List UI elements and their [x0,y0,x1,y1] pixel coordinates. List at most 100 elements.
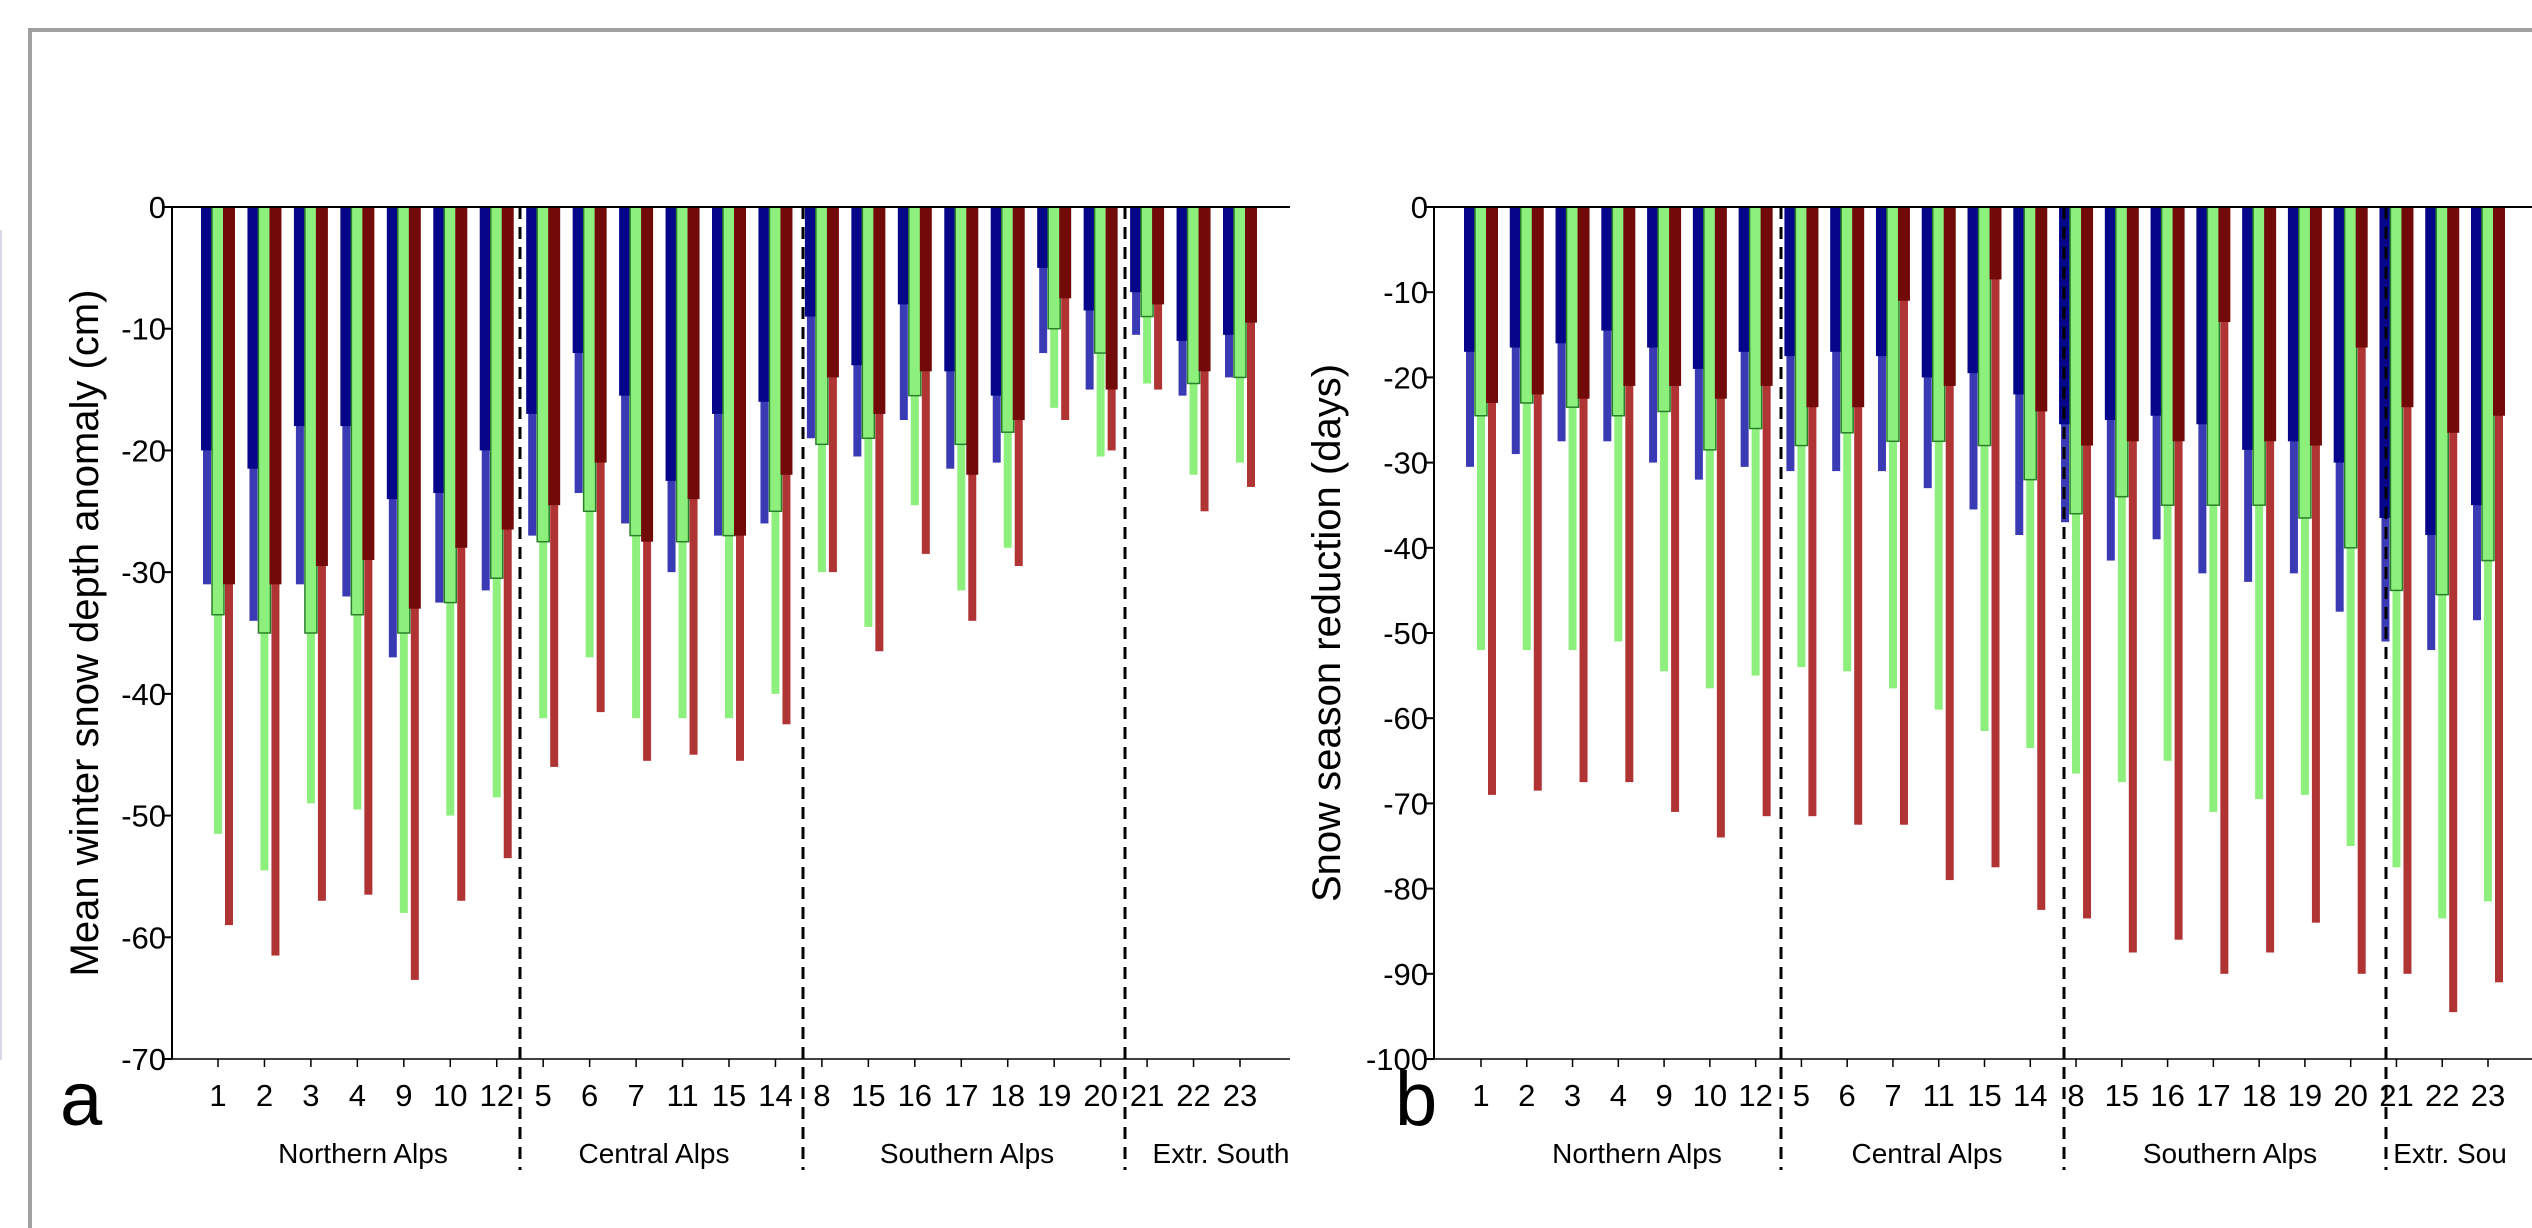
bar-series-6-cat-6 [457,207,466,901]
x-tick-label: 7 [627,1078,644,1113]
bar-series-5-cat-4 [1623,207,1636,386]
bar-series-3-cat-12 [722,206,736,537]
x-tick-label: 16 [898,1078,932,1113]
x-tick-label: 20 [2333,1078,2367,1113]
region-label: Southern Alps [880,1138,1054,1169]
bar-series-5-cat-1 [223,207,235,585]
bar-series-5-cat-9 [1852,207,1865,408]
bar-series-3-cat-8 [536,206,550,543]
bar-series-5-cat-5 [1669,207,1682,386]
bar-series-5-cat-15 [2126,207,2139,442]
bar-series-5-cat-11 [687,207,700,500]
bar-series-1-cat-19 [2287,207,2300,442]
x-tick-label: 23 [2471,1078,2505,1113]
bar-series-6-cat-17 [2220,207,2229,974]
bar-series-3-cat-9 [1840,206,1854,434]
bar-series-5-cat-22 [1198,207,1211,372]
bar-series-5-cat-17 [2218,207,2231,323]
bar-series-6-cat-16 [2174,207,2183,940]
x-tick-label: 17 [944,1078,978,1113]
bar-series-1-cat-14 [804,207,817,317]
y-tick-label: -60 [121,920,166,955]
bar-series-5-cat-11 [1943,207,1956,386]
bar-series-1-cat-13 [2013,207,2026,395]
x-tick-label: 19 [2288,1078,2322,1113]
bar-series-3-cat-22 [2435,206,2449,596]
x-tick-label: 11 [1923,1078,1955,1113]
bar-series-4-cat-3 [1568,207,1577,651]
bar-series-1-cat-15 [2104,207,2117,420]
bar-series-1-cat-20 [2333,207,2346,463]
bar-series-3-cat-11 [1931,206,1946,443]
bar-series-6-cat-2 [1533,207,1542,791]
bar-series-5-cat-16 [919,207,932,372]
bar-series-3-cat-21 [1140,206,1154,318]
bar-series-3-cat-18 [1000,206,1015,433]
bar-series-3-cat-10 [1886,206,1900,443]
y-tick-label: -50 [1383,616,1428,651]
y-tick-label: -10 [1383,275,1428,310]
x-tick-label: 1 [209,1078,226,1113]
x-tick-label: 19 [1037,1078,1071,1113]
bar-series-3-cat-14 [815,206,829,446]
bar-series-3-cat-10 [629,206,643,537]
y-tick-label: -80 [1383,872,1428,907]
y-tick-label: -100 [1366,1042,1428,1077]
x-tick-label: 8 [2067,1078,2084,1113]
bar-series-5-cat-6 [1714,207,1727,399]
bar-series-1-cat-7 [479,207,492,451]
bar-series-6-cat-10 [1899,207,1908,825]
edge-artifact [0,230,2,1060]
bar-series-3-cat-18 [2252,206,2266,506]
bar-series-5-cat-12 [734,207,746,536]
bar-series-3-cat-16 [2160,206,2175,506]
bar-series-5-cat-8 [548,207,561,506]
bar-series-3-cat-2 [1520,206,1534,404]
x-tick-label: 10 [433,1078,467,1113]
x-tick-label: 12 [1738,1078,1772,1113]
bar-series-5-cat-7 [501,207,514,530]
bar-series-1-cat-3 [1555,207,1568,344]
bar-series-3-cat-12 [1977,206,1992,447]
bar-series-1-cat-22 [2425,207,2438,536]
bar-series-1-cat-21 [2379,207,2392,518]
bar-series-5-cat-8 [1806,207,1819,408]
bar-series-6-cat-21 [2403,207,2412,974]
bar-series-6-cat-15 [875,207,884,652]
bar-series-1-cat-8 [526,207,539,414]
bar-series-5-cat-7 [1760,207,1773,386]
y-tick-label: -40 [1383,531,1428,566]
bar-series-6-cat-19 [1061,207,1070,420]
panel-letter: b [1395,1057,1437,1142]
y-tick-label: -90 [1383,957,1428,992]
bar-series-3-cat-23 [1233,206,1247,379]
bar-series-1-cat-2 [247,207,260,469]
x-tick-label: 18 [990,1078,1024,1113]
bar-series-1-cat-5 [386,207,399,500]
bar-series-5-cat-14 [2081,207,2094,446]
bar-series-6-cat-23 [2495,207,2503,983]
y-tick-label: -10 [121,312,166,347]
bar-series-6-cat-4 [1625,207,1634,783]
y-tick-label: -30 [1383,446,1428,481]
figure-frame [28,28,2532,1228]
bar-series-1-cat-3 [293,207,306,427]
region-label: Northern Alps [1552,1138,1722,1169]
x-tick-label: 15 [851,1078,885,1113]
x-tick-label: 15 [2105,1078,2139,1113]
x-tick-label: 15 [1967,1078,2001,1113]
x-tick-label: 23 [1223,1078,1257,1113]
x-tick-label: 10 [1693,1078,1727,1113]
y-tick-label: -70 [1383,786,1428,821]
bar-series-5-cat-4 [362,207,375,560]
bar-series-5-cat-12 [1989,207,2002,280]
x-tick-label: 3 [302,1078,319,1113]
y-tick-label: -40 [121,677,166,712]
region-label: Central Alps [1852,1138,2003,1169]
bar-series-5-cat-14 [826,207,839,378]
bar-series-6-cat-20 [2357,207,2366,974]
bar-series-3-cat-11 [675,206,690,543]
bar-series-5-cat-18 [1012,207,1025,420]
x-tick-label: 6 [1839,1078,1856,1113]
